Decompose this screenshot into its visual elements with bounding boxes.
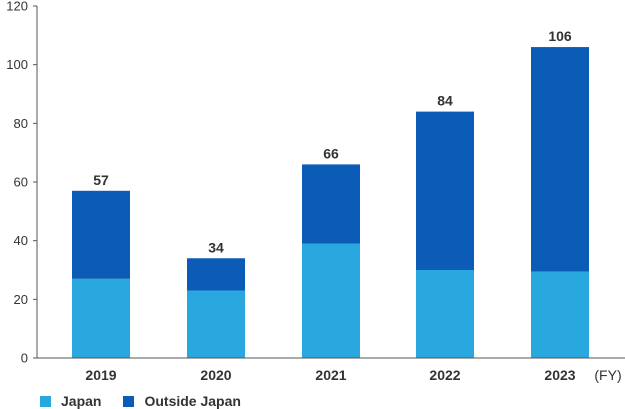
legend: Japan Outside Japan (40, 393, 263, 409)
bar-outside-japan-2021 (302, 164, 360, 244)
y-tick-label: 40 (14, 233, 28, 248)
bar-outside-japan-2022 (416, 111, 474, 270)
y-tick-label: 120 (6, 0, 28, 14)
x-axis-unit: (FY) (594, 367, 621, 383)
bar-japan-2020 (187, 290, 245, 358)
legend-item-japan: Japan (40, 393, 101, 409)
total-label-2021: 66 (323, 145, 339, 161)
x-axis: 2019 2020 2021 2022 2023 (FY) (37, 357, 625, 383)
total-label-2022: 84 (437, 93, 453, 109)
legend-item-outside-japan: Outside Japan (123, 393, 241, 409)
y-tick-label: 0 (21, 351, 28, 366)
bar-japan-2023 (531, 271, 589, 358)
x-tick-label: 2019 (85, 367, 116, 383)
bar-group: 57 34 66 84 106 (72, 28, 589, 358)
bar-outside-japan-2019 (72, 190, 130, 279)
total-label-2019: 57 (93, 172, 109, 188)
x-tick-label: 2022 (429, 367, 460, 383)
y-tick-label: 80 (14, 116, 28, 131)
legend-label-japan: Japan (61, 393, 102, 409)
total-label-2023: 106 (548, 28, 572, 44)
x-tick-label: 2020 (200, 367, 231, 383)
total-label-2020: 34 (208, 239, 224, 255)
y-tick-label: 60 (14, 175, 28, 190)
x-tick-label: 2023 (544, 367, 575, 383)
legend-label-outside-japan: Outside Japan (144, 393, 241, 409)
y-tick-label: 20 (14, 292, 28, 307)
bar-outside-japan-2023 (531, 47, 589, 272)
bar-japan-2022 (416, 270, 474, 358)
y-axis: 0 20 40 60 80 100 120 (6, 0, 38, 366)
x-tick-label: 2021 (315, 367, 346, 383)
bar-japan-2021 (302, 243, 360, 358)
y-tick-label: 100 (6, 57, 28, 72)
bar-outside-japan-2020 (187, 258, 245, 291)
legend-swatch-outside-japan (123, 395, 135, 407)
bar-japan-2019 (72, 278, 130, 358)
legend-swatch-japan (40, 395, 51, 407)
